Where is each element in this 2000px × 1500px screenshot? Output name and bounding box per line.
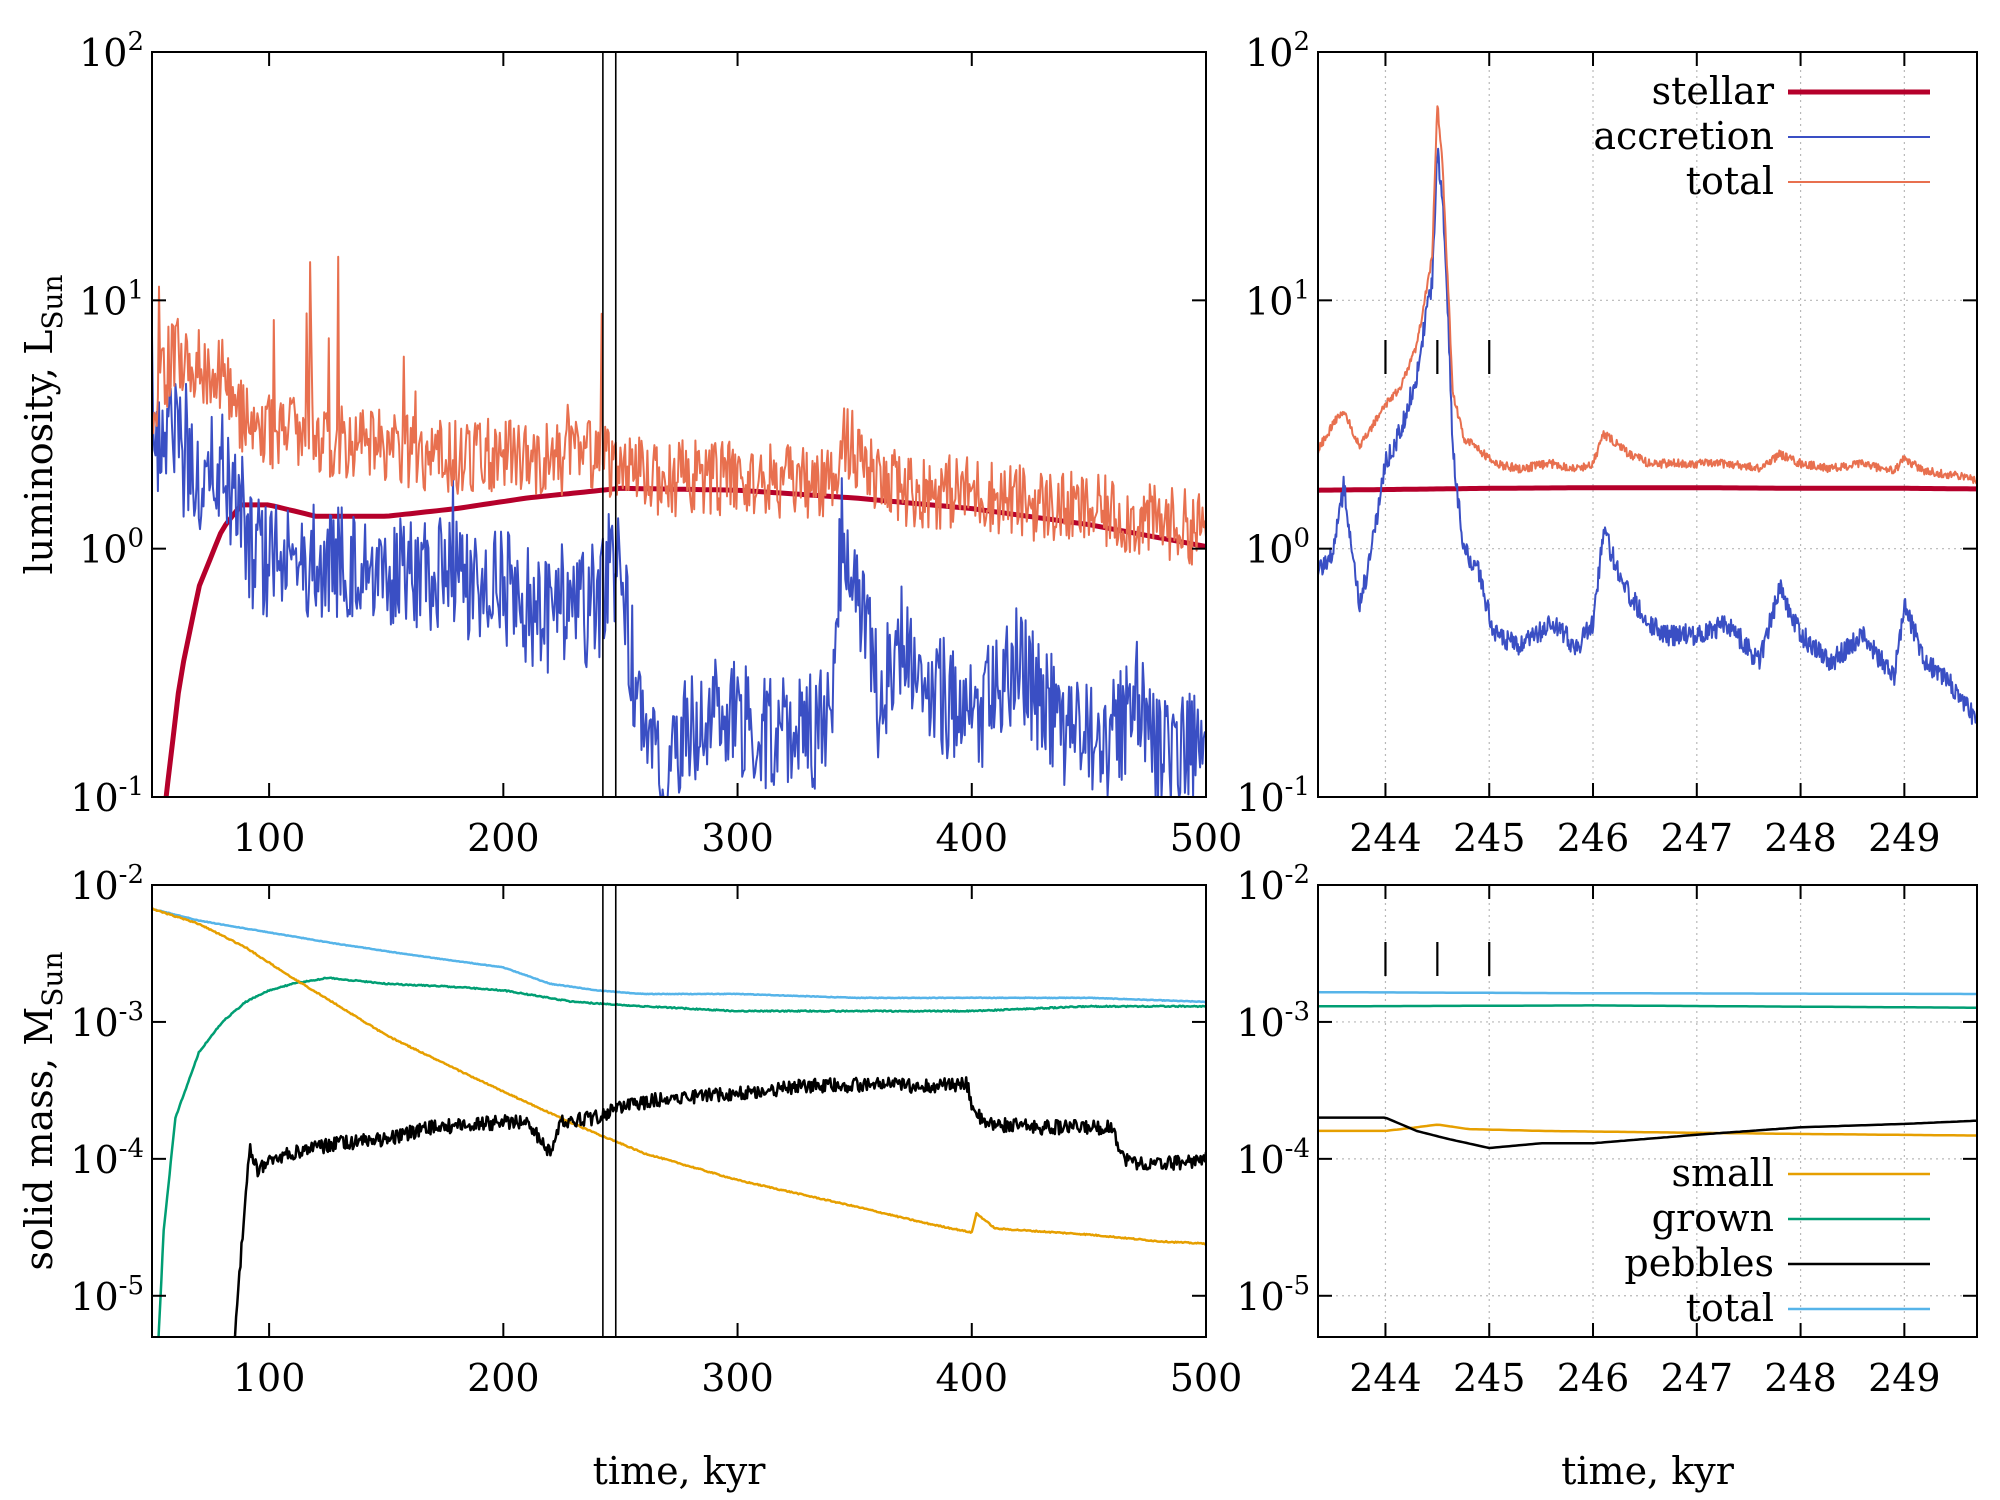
plot-frame <box>1317 884 1978 1338</box>
legend-label: grown <box>1652 1196 1774 1240</box>
y-tick-label: 10-3 <box>70 997 144 1045</box>
plot-frame <box>1317 51 1978 798</box>
y-tick-label: 101 <box>1245 275 1310 323</box>
x-tick-label: 248 <box>1764 1356 1837 1400</box>
plot-frame <box>151 51 1207 798</box>
legend-label: stellar <box>1652 69 1775 113</box>
y-tick-label: 10-4 <box>70 1134 144 1182</box>
y-tick-label: 102 <box>1245 27 1310 75</box>
y-tick-label: 101 <box>79 275 144 323</box>
legend-label: total <box>1686 1286 1774 1330</box>
series-line-total-mass <box>1318 990 1977 996</box>
solid-mass-zoom-panel: 244 245 246 247 248 249 10-5 10-4 10-3 10-2 time, … <box>1236 860 1978 1493</box>
legend-label: accretion <box>1593 114 1774 158</box>
series-line-pebbles <box>1318 1116 1977 1150</box>
x-tick-label: 247 <box>1661 1356 1734 1400</box>
series-line-grown <box>1318 1004 1977 1009</box>
x-tick-label: 245 <box>1453 816 1526 860</box>
x-tick-label: 249 <box>1868 816 1941 860</box>
x-tick-label: 300 <box>701 816 774 860</box>
x-tick-label: 244 <box>1349 816 1422 860</box>
luminosity-main-panel: 100 200 300 400 500 10-1 100 101 102 luminosity, … <box>17 27 1242 860</box>
plot-frame <box>151 884 1207 1338</box>
series-line-total-mass <box>152 907 1206 1004</box>
y-tick-label: 10-2 <box>1236 860 1310 908</box>
x-tick-label: 244 <box>1349 1356 1422 1400</box>
series-line-small <box>1318 1123 1977 1137</box>
y-tick-label: 10-2 <box>70 860 144 908</box>
x-axis-label: time, kyr <box>1561 1449 1735 1493</box>
x-tick-label: 248 <box>1764 816 1837 860</box>
x-tick-label: 100 <box>233 1356 306 1400</box>
series-line-accretion <box>1318 147 1977 725</box>
y-tick-label: 10-5 <box>70 1271 144 1319</box>
x-tick-label: 400 <box>936 1356 1009 1400</box>
series-line-total-lum <box>152 255 1206 566</box>
y-tick-label: 10-1 <box>1236 772 1310 820</box>
x-tick-label: 500 <box>1170 816 1243 860</box>
y-tick-label: 10-3 <box>1236 997 1310 1045</box>
x-tick-label: 400 <box>936 816 1009 860</box>
y-tick-label: 10-4 <box>1236 1134 1310 1182</box>
luminosity-zoom-panel: 244 245 246 247 248 249 10-1 100 101 102 stellarac… <box>1236 27 1978 860</box>
x-tick-label: 500 <box>1170 1356 1243 1400</box>
x-tick-label: 249 <box>1868 1356 1941 1400</box>
x-tick-label: 247 <box>1661 816 1734 860</box>
y-tick-label: 100 <box>79 524 144 572</box>
y-axis-label: solid mass, MSun <box>17 951 69 1270</box>
series-line-total-lum <box>1318 105 1977 485</box>
series-line-grown <box>157 976 1206 1337</box>
series-line-small <box>152 907 1206 1246</box>
legend-label: total <box>1686 159 1774 203</box>
y-tick-label: 102 <box>79 27 144 75</box>
y-tick-label: 100 <box>1245 524 1310 572</box>
y-tick-label: 10-1 <box>70 772 144 820</box>
x-axis-label: time, kyr <box>593 1449 767 1493</box>
y-axis-label: luminosity, LSun <box>17 274 69 574</box>
x-tick-label: 246 <box>1557 816 1630 860</box>
x-tick-label: 245 <box>1453 1356 1526 1400</box>
series-line-stellar <box>163 485 1206 797</box>
x-tick-label: 300 <box>701 1356 774 1400</box>
x-tick-label: 200 <box>467 816 540 860</box>
y-tick-label: 10-5 <box>1236 1271 1310 1319</box>
series-line-pebbles <box>233 1076 1206 1337</box>
x-tick-label: 200 <box>467 1356 540 1400</box>
x-tick-label: 100 <box>233 816 306 860</box>
legend-label: small <box>1672 1151 1775 1195</box>
series-line-stellar <box>1318 485 1977 493</box>
legend-label: pebbles <box>1624 1241 1774 1285</box>
series-line-accretion <box>152 334 1206 797</box>
x-tick-label: 246 <box>1557 1356 1630 1400</box>
